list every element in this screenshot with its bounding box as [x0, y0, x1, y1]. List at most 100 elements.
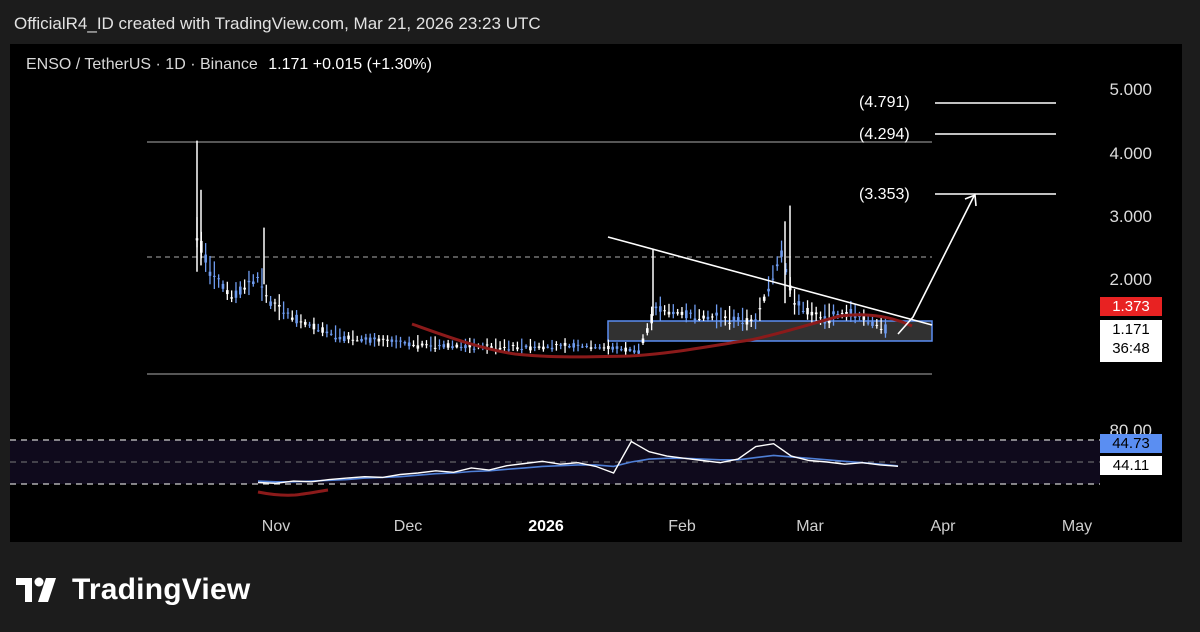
candle-body [260, 286, 264, 288]
candle-body [693, 318, 697, 321]
moving-average-line [411, 313, 913, 359]
candle-body [719, 320, 723, 323]
candle-body [884, 324, 887, 334]
candle-body [208, 271, 212, 276]
candle-body [758, 308, 762, 310]
candle-body [446, 343, 450, 348]
candle-body [814, 312, 818, 315]
candle-body [849, 308, 853, 317]
candle-body [472, 348, 476, 350]
candle-body [689, 312, 692, 314]
candle-body [524, 345, 528, 348]
candle-body [269, 301, 272, 306]
candle-body [485, 344, 489, 346]
candle-body [875, 324, 879, 326]
y-tick-5: 5.000 [1109, 80, 1152, 99]
candle-body [373, 337, 376, 340]
candle-body [754, 319, 757, 321]
candle-body [641, 338, 645, 344]
candle-body [516, 347, 519, 350]
last-price-badge: 1.171 36:48 [1100, 320, 1162, 362]
candle-body [221, 283, 225, 289]
candle-body [256, 276, 259, 278]
candle-body [399, 340, 402, 342]
candle-body [620, 349, 623, 351]
candle-body [290, 317, 294, 320]
x-tick-nov: Nov [261, 518, 291, 535]
candle-body [676, 312, 679, 314]
rsi-ma-badge: 44.73 [1100, 434, 1162, 453]
arrow-head [964, 193, 977, 207]
rsi-line [257, 440, 899, 485]
candle-body [451, 346, 454, 349]
candle-body [217, 278, 220, 280]
candle-body [286, 312, 290, 314]
candle-body [628, 348, 632, 351]
candle-body [464, 345, 467, 349]
candle-body [550, 347, 554, 350]
candle-body [507, 349, 511, 351]
candle-body [438, 345, 441, 347]
brand-name: TradingView [72, 573, 251, 606]
chart-canvas[interactable] [10, 44, 1182, 542]
candle-body [840, 312, 844, 314]
candle-body [637, 350, 640, 354]
rsi-value-badge: 44.11 [1100, 456, 1162, 475]
candle-body [646, 328, 649, 333]
candle-body [277, 305, 281, 307]
candle-body [429, 345, 433, 347]
x-tick-mar: Mar [796, 518, 824, 535]
ma-price-badge: 1.373 [1100, 297, 1162, 316]
candle-body [862, 316, 866, 320]
candle-body [702, 315, 705, 319]
candle-body [321, 327, 324, 333]
candle-body [264, 295, 268, 297]
candle-body [390, 339, 394, 342]
candle-body [338, 337, 342, 340]
candle-body [360, 339, 363, 342]
target-label-1: (4.791) [859, 94, 910, 111]
candle-body [459, 346, 463, 348]
candle-body [723, 316, 727, 318]
candle-body [806, 307, 809, 315]
candle-body [234, 290, 238, 298]
candle-body [490, 346, 493, 349]
consolidation-box [607, 320, 933, 342]
candle-body [780, 250, 783, 257]
candle-body [394, 340, 398, 342]
x-tick-may: May [1061, 518, 1093, 535]
candle-body [542, 346, 545, 350]
candle-body [602, 347, 606, 349]
candle-body [762, 296, 766, 301]
candle-body [377, 338, 381, 342]
candle-body [239, 286, 242, 295]
candle-body [581, 346, 584, 348]
candle-body [546, 346, 550, 348]
candle-body [537, 346, 541, 348]
x-tick-dec: Dec [393, 518, 423, 535]
rsi-early-red [257, 488, 329, 497]
candle-body [295, 314, 298, 324]
candle-body [771, 278, 775, 280]
candle-body [706, 316, 710, 320]
candle-body [412, 344, 415, 346]
candle-body [555, 344, 558, 346]
chart-caption: OfficialR4_ID created with TradingView.c… [14, 14, 541, 33]
symbol-name: ENSO / TetherUS · 1D · Binance [26, 56, 258, 73]
chart-frame[interactable]: ENSO / TetherUS · 1D · Binance 1.171 +0.… [10, 44, 1182, 542]
candle-body [654, 306, 658, 309]
x-tick-apr: Apr [930, 518, 956, 535]
candle-body [563, 342, 567, 346]
candles [195, 140, 887, 356]
candle-body [633, 350, 636, 353]
candle-body [381, 338, 385, 340]
candle-body [819, 317, 822, 319]
candle-body [303, 321, 307, 325]
candle-body [585, 345, 588, 347]
candle-body [615, 346, 619, 349]
candle-body [871, 321, 874, 326]
candle-body [741, 323, 744, 325]
candle-body [697, 318, 701, 320]
candle-body [589, 347, 593, 349]
brand[interactable]: TradingView [16, 570, 250, 610]
